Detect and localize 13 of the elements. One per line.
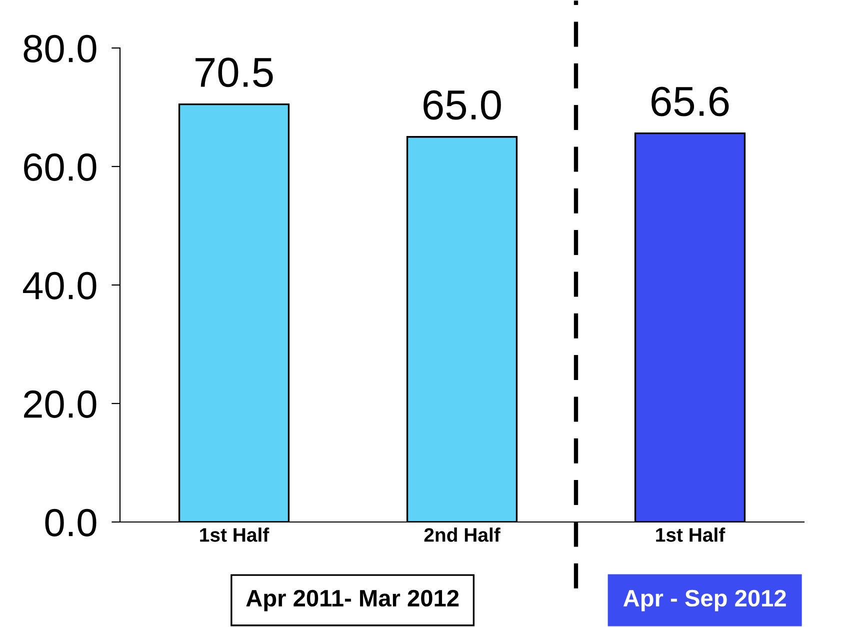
x-tick-label: 1st Half	[200, 528, 270, 542]
data-label: 65.6	[652, 86, 729, 116]
y-tick-label: 40.0	[22, 272, 96, 300]
x-tick-label: 1st Half	[656, 528, 726, 542]
x-tick-label: 2nd Half	[424, 528, 500, 542]
data-label: 65.0	[424, 90, 501, 120]
y-tick-label: 60.0	[24, 153, 96, 181]
y-tick-label: 80.0	[24, 34, 96, 62]
data-label: 70.5	[196, 58, 273, 88]
text: Apr 2011- Mar 2012	[246, 590, 459, 612]
text: Apr - Sep 2012	[623, 590, 786, 612]
y-tick-label: 20.0	[24, 390, 96, 418]
y-tick-label: 0.0	[45, 508, 96, 536]
